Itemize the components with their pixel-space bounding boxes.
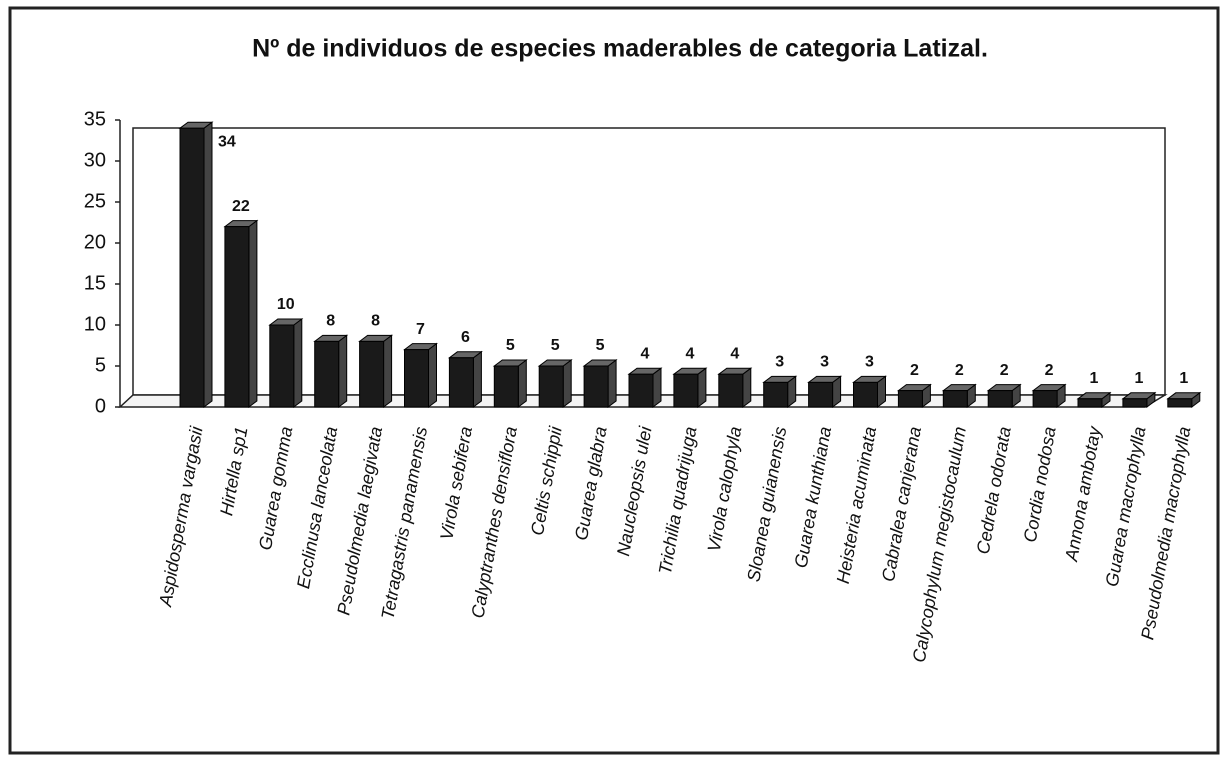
value-label: 2 [1000, 362, 1009, 379]
bar [673, 373, 699, 408]
bar [718, 373, 744, 408]
value-label: 1 [1179, 370, 1188, 387]
x-tick-label: Guarea gomma [255, 425, 296, 552]
x-tick-label: Calyptranthes densiflora [468, 425, 521, 620]
x-tick-label: Ecclinusa lanceolata [293, 425, 341, 590]
x-tick-label: Virola sebifera [436, 425, 476, 541]
bar-side [248, 219, 258, 408]
bar [942, 390, 968, 408]
value-label: 22 [232, 198, 250, 215]
value-label: 10 [277, 296, 295, 313]
y-tick-label: 5 [95, 354, 106, 376]
value-label: 2 [1045, 362, 1054, 379]
bar [853, 381, 878, 408]
x-tick-label: Naucleopsis ulei [613, 424, 656, 558]
x-tick-label: Cabralea canjerana [878, 425, 925, 583]
bar [1077, 398, 1103, 408]
value-label: 1 [1134, 370, 1143, 387]
y-tick-label: 15 [84, 272, 106, 294]
bar [1032, 390, 1058, 408]
bar [493, 365, 519, 408]
x-tick-label: Hirtella sp1 [216, 425, 251, 517]
bar-side [517, 359, 527, 408]
value-label: 1 [1090, 370, 1099, 387]
value-label: 4 [685, 345, 694, 362]
value-label: 2 [910, 362, 919, 379]
x-tick-label: Annona ambotay [1061, 424, 1105, 563]
value-label: 7 [416, 321, 425, 338]
y-tick-label: 25 [84, 190, 106, 212]
bar [359, 340, 385, 408]
chart-title: Nº de individuos de especies maderables … [252, 35, 988, 63]
x-tick-label: Trichilia quadrijuga [655, 425, 701, 576]
bar-side [562, 359, 572, 408]
value-label: 6 [461, 329, 470, 346]
bar-side [428, 342, 437, 408]
bar [179, 127, 205, 408]
x-tick-label: Pseudolmedia laegivata [333, 425, 386, 617]
value-label: 4 [730, 345, 739, 362]
value-label: 5 [506, 337, 515, 354]
bar [448, 357, 474, 408]
x-tick-label: Guarea kunthiana [791, 425, 836, 569]
bar-side [652, 367, 662, 408]
x-tick-label: Celtis schippii [527, 424, 566, 537]
value-label: 3 [775, 354, 784, 371]
bar [628, 373, 654, 408]
x-tick-label: Tetragastris panamensis [377, 425, 431, 621]
bar [763, 381, 789, 408]
bar [1167, 398, 1193, 408]
bar-side [383, 334, 393, 408]
y-tick-label: 35 [84, 108, 106, 130]
x-tick-label: Aspidosperma vargasii [155, 424, 207, 609]
bar [538, 365, 564, 408]
y-tick-label: 0 [95, 395, 106, 417]
value-label: 4 [641, 345, 650, 362]
bar-side [472, 350, 482, 408]
x-tick-label: Virola calophyla [704, 425, 746, 553]
x-tick-label: Heisteria acuminata [833, 425, 880, 585]
bar [224, 226, 250, 408]
x-tick-label: Guarea macrophylla [1102, 425, 1150, 588]
value-label: 3 [820, 354, 829, 371]
value-label: 8 [371, 313, 380, 330]
bar [314, 340, 340, 408]
value-label: 8 [326, 313, 335, 330]
bar-side [742, 367, 752, 408]
value-label: 3 [865, 354, 874, 371]
value-label: 34 [218, 133, 236, 150]
bar [404, 349, 429, 408]
value-label: 2 [955, 362, 964, 379]
value-label: 5 [551, 337, 560, 354]
bar [987, 390, 1013, 408]
bar [583, 365, 609, 408]
bar-side [338, 334, 348, 408]
bar [808, 381, 834, 408]
bar-side [293, 318, 303, 408]
bar [269, 324, 295, 408]
x-tick-label: Cedrela odorata [973, 425, 1015, 556]
bar [897, 390, 923, 408]
bar-side [697, 367, 707, 408]
frame [8, 6, 1220, 755]
x-tick-label: Pseudolmedia macrophylla [1137, 425, 1194, 641]
y-tick-label: 20 [84, 231, 106, 253]
bar-side [607, 359, 617, 408]
value-label: 5 [596, 337, 605, 354]
y-tick-label: 30 [84, 149, 106, 171]
y-tick-label: 10 [84, 313, 106, 335]
bar [1122, 398, 1148, 408]
x-tick-label: Guarea glabra [571, 425, 611, 542]
x-tick-label: Cordia nodosa [1020, 425, 1060, 544]
x-tick-label: Sloanea guianensis [743, 425, 790, 583]
bar-side [203, 121, 213, 408]
